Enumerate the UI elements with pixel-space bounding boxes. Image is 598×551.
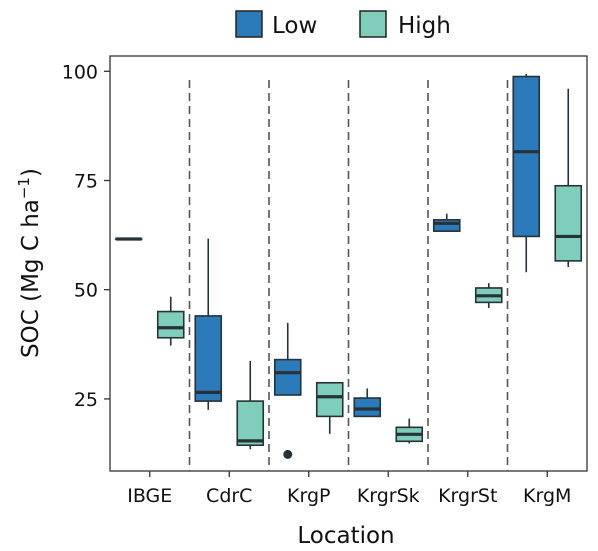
box-body xyxy=(354,398,380,416)
box-body xyxy=(555,186,581,261)
y-tick-label: 75 xyxy=(74,171,98,193)
x-tick-label: IBGE xyxy=(127,485,172,507)
box-low-krgrsk xyxy=(354,388,380,416)
legend-label-high: High xyxy=(398,13,451,39)
box-body xyxy=(513,77,539,237)
y-axis-title-close: ) xyxy=(18,168,44,177)
y-axis-title-main: SOC (Mg C ha xyxy=(18,199,44,358)
legend-swatch-low xyxy=(236,11,262,37)
x-tick-label: KrgrSk xyxy=(357,485,420,507)
legend: Low High xyxy=(236,11,451,39)
x-tick-label: CdrC xyxy=(206,485,252,507)
x-tick-label: KrgP xyxy=(287,485,330,507)
box-body xyxy=(317,383,343,417)
legend-swatch-high xyxy=(360,11,386,37)
x-axis: IBGE CdrC KrgP KrgrSk KrgrSt KrgM xyxy=(127,471,571,507)
x-tick-label: KrgrSt xyxy=(438,485,497,507)
x-axis-title: Location xyxy=(297,523,394,549)
y-tick-label: 100 xyxy=(62,61,98,83)
box-body xyxy=(237,401,263,445)
box-body xyxy=(275,360,301,395)
box-body xyxy=(434,220,460,231)
box-high-cdrc xyxy=(237,361,263,449)
box-low-krgm xyxy=(513,74,539,272)
box-high-krgp xyxy=(317,383,343,434)
box-high-krgm xyxy=(555,89,581,267)
y-axis: 25 50 75 100 xyxy=(62,61,110,411)
y-tick-label: 25 xyxy=(74,389,98,411)
box-high-krgrsk xyxy=(396,419,422,444)
y-tick-label: 50 xyxy=(74,280,98,302)
box-body xyxy=(158,312,184,338)
box-body xyxy=(195,316,221,401)
y-axis-title-superscript: −1 xyxy=(15,177,33,199)
box-high-ibge xyxy=(158,297,184,346)
x-tick-label: KrgM xyxy=(523,485,571,507)
box-low-krgrst xyxy=(434,214,460,231)
legend-label-low: Low xyxy=(272,13,317,39)
box-low-krgp xyxy=(275,323,301,459)
y-axis-title: SOC (Mg C ha−1) xyxy=(15,168,44,358)
outlier-point xyxy=(283,450,292,459)
box-low-cdrc xyxy=(195,239,221,410)
box-high-krgrst xyxy=(476,283,502,308)
